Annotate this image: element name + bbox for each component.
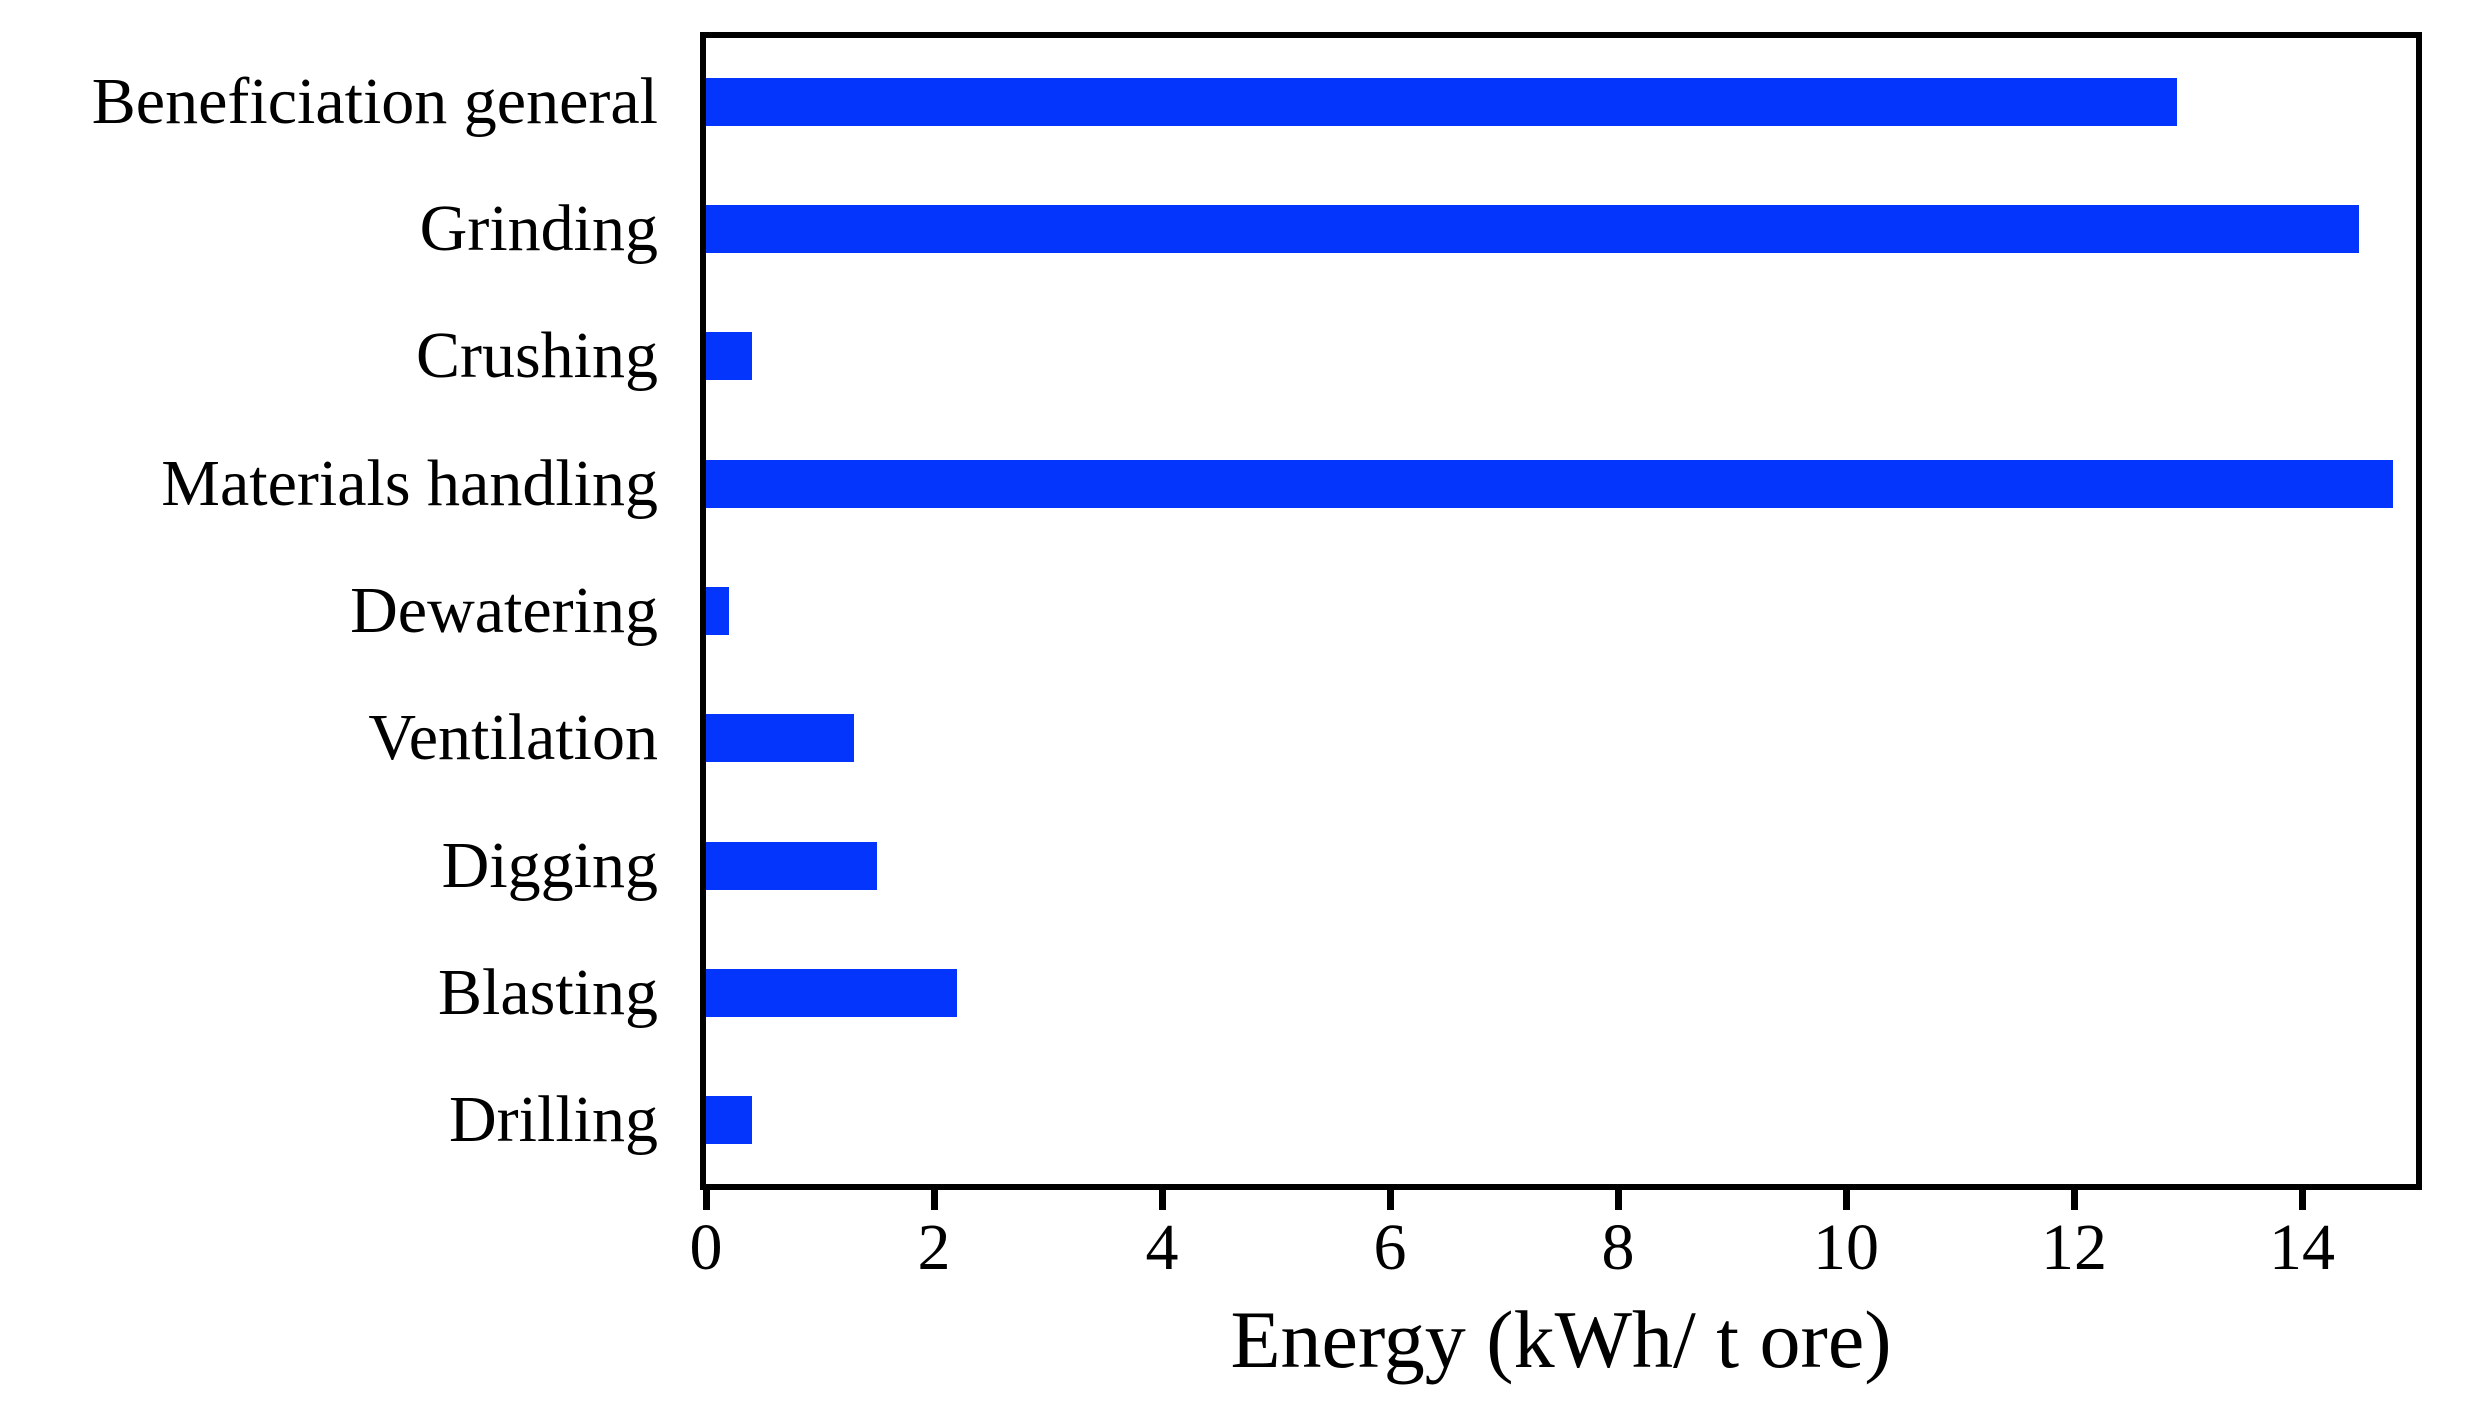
category-label: Ventilation <box>368 701 658 775</box>
x-tick-label: 4 <box>1145 1211 1179 1284</box>
bar <box>706 77 2177 126</box>
bar <box>706 969 957 1017</box>
x-axis-title: Energy (kWh/ t ore) <box>1230 1294 1892 1385</box>
x-tick <box>1386 1190 1394 1210</box>
x-tick <box>2298 1190 2306 1210</box>
category-label: Dewatering <box>350 574 658 647</box>
category-label: Drilling <box>449 1083 658 1157</box>
x-tick <box>1614 1190 1622 1210</box>
category-label: Grinding <box>419 192 658 265</box>
category-label: Crushing <box>415 319 658 393</box>
bar <box>706 205 2359 253</box>
bar <box>706 459 2394 508</box>
bar <box>706 714 855 763</box>
x-tick-label: 0 <box>689 1211 723 1284</box>
category-label: Beneficiation general <box>91 64 658 138</box>
bar <box>706 841 877 890</box>
x-tick <box>702 1190 710 1210</box>
x-tick-label: 10 <box>1813 1211 1879 1284</box>
x-tick-label: 14 <box>2269 1211 2335 1284</box>
bar <box>706 1096 752 1145</box>
x-tick-label: 6 <box>1373 1211 1407 1284</box>
plot-area <box>700 32 2422 1190</box>
bar <box>706 587 729 635</box>
x-tick <box>930 1190 938 1210</box>
x-tick-label: 8 <box>1601 1211 1635 1284</box>
category-label: Digging <box>441 828 658 902</box>
x-tick-label: 2 <box>917 1211 951 1284</box>
category-label: Materials handling <box>161 446 658 520</box>
x-tick <box>1158 1190 1166 1210</box>
x-tick <box>2070 1190 2078 1210</box>
x-tick-label: 12 <box>2041 1211 2107 1284</box>
bar <box>706 332 752 381</box>
category-label: Blasting <box>437 956 658 1029</box>
x-tick <box>1842 1190 1850 1210</box>
